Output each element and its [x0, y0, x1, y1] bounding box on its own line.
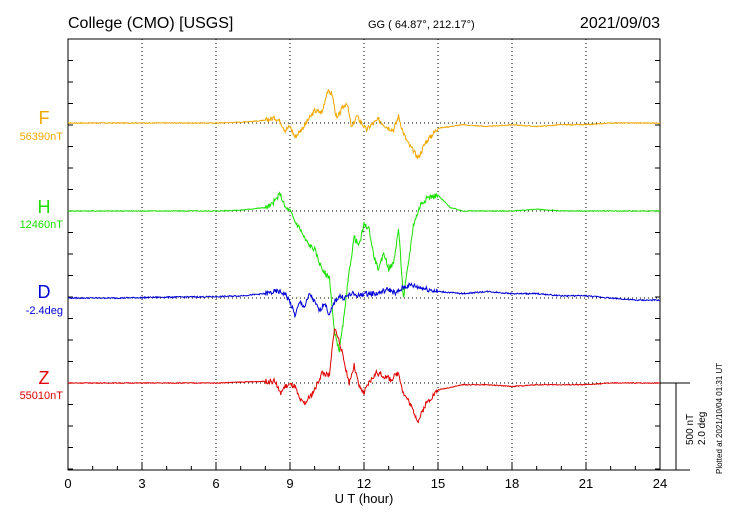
x-tick-label-2: 6	[212, 476, 219, 491]
x-axis-label: U T (hour)	[335, 491, 394, 506]
x-tick-label-6: 18	[505, 476, 519, 491]
series-baseline-F: 56390nT	[20, 131, 64, 143]
series-labels: F 56390nT H 12460nT D -2.4deg Z 55010nT	[20, 108, 64, 402]
series-name-Z: Z	[39, 368, 50, 388]
series-baseline-D: -2.4deg	[26, 305, 63, 317]
date-label: 2021/09/03	[580, 15, 660, 32]
x-ticks: 0 3 6 9 12 15 18 21 24	[64, 60, 667, 491]
x-tick-label-4: 12	[357, 476, 371, 491]
series-line-Z	[68, 328, 661, 424]
series-line-D	[67, 282, 661, 319]
x-tick-label-7: 21	[579, 476, 593, 491]
series-name-F: F	[39, 108, 50, 128]
x-tick-label-3: 9	[286, 476, 293, 491]
x-tick-label-8: 24	[653, 476, 667, 491]
station-title: College (CMO) [USGS]	[68, 15, 233, 32]
series-name-D: D	[38, 282, 51, 302]
series-group	[67, 88, 661, 424]
series-name-H: H	[38, 197, 51, 217]
series-baseline-H: 12460nT	[20, 219, 64, 231]
scale-bar: 500 nT 2.0 deg	[660, 382, 708, 471]
series-line-H	[67, 191, 661, 353]
series-baseline-Z: 55010nT	[20, 390, 64, 402]
coords-label: GG ( 64.87°, 212.17°)	[368, 19, 475, 31]
grid	[141, 39, 587, 470]
x-tick-label-5: 15	[431, 476, 445, 491]
x-tick-label-0: 0	[64, 476, 71, 491]
x-tick-label-1: 3	[138, 476, 145, 491]
plotted-timestamp: Plotted at 2021/10/04 01:31 UT	[715, 363, 724, 474]
scale-nt-label: 500 nT	[685, 414, 696, 445]
baselines	[68, 122, 660, 384]
series-line-F	[67, 88, 661, 160]
scale-deg-label: 2.0 deg	[697, 412, 708, 445]
